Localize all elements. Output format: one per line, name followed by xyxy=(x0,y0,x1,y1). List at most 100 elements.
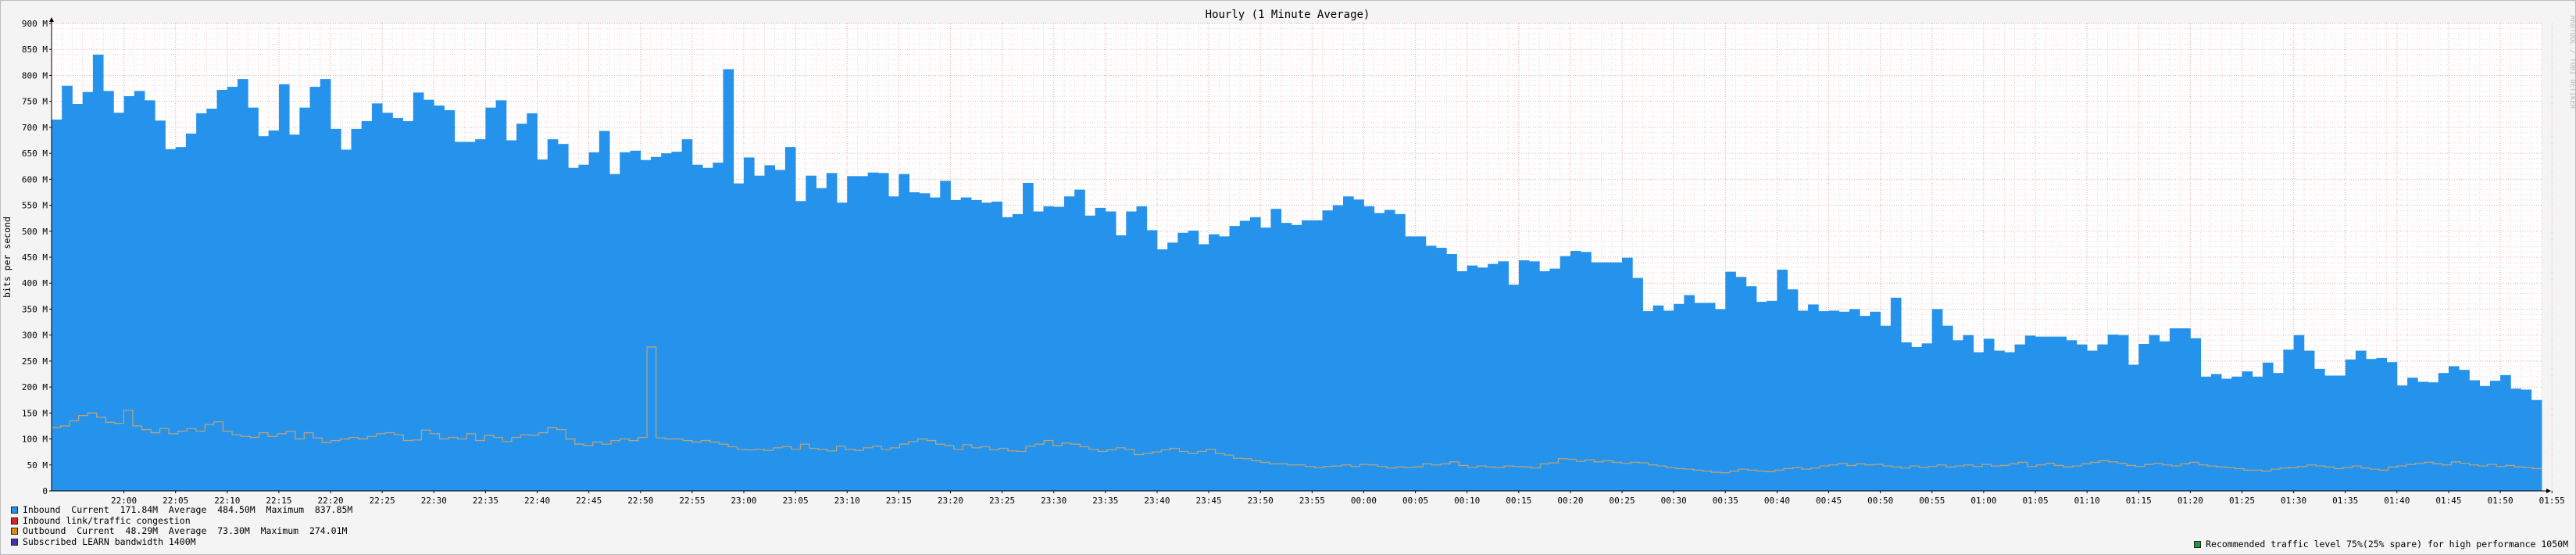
inbound-bar xyxy=(640,159,652,491)
x-axis-arrow xyxy=(2546,489,2551,493)
inbound-bar xyxy=(1581,252,1592,491)
x-tick-label: 01:20 xyxy=(2178,496,2203,506)
x-tick-label: 22:50 xyxy=(627,496,653,506)
inbound-bar xyxy=(2159,341,2170,491)
legend-swatch-outbound xyxy=(11,528,18,535)
x-tick-label: 23:45 xyxy=(1196,496,1222,506)
inbound-bar xyxy=(361,120,373,491)
inbound-bar xyxy=(1332,205,1344,491)
inbound-bar xyxy=(568,167,579,491)
x-tick-label: 22:30 xyxy=(421,496,447,506)
inbound-bar xyxy=(1870,311,1881,491)
inbound-bar xyxy=(2448,366,2460,491)
inbound-bar xyxy=(1363,206,1375,491)
inbound-bar xyxy=(1787,289,1799,491)
y-tick-label: 200 M xyxy=(22,382,48,392)
inbound-bar xyxy=(2273,373,2284,491)
legend-label-congestion: Inbound link/traffic congestion xyxy=(23,514,191,526)
inbound-bar xyxy=(2169,328,2181,491)
x-tick-label: 22:10 xyxy=(214,496,240,506)
inbound-bar xyxy=(289,134,300,492)
inbound-bar xyxy=(754,175,765,491)
inbound-bar xyxy=(764,165,776,492)
x-tick-label: 00:05 xyxy=(1402,496,1428,506)
y-tick-label: 450 M xyxy=(22,252,48,263)
inbound-bar xyxy=(145,100,155,492)
x-tick-label: 22:40 xyxy=(524,496,550,506)
inbound-bar xyxy=(733,183,745,491)
x-tick-label: 22:55 xyxy=(679,496,705,506)
legend-swatch-congestion xyxy=(11,517,18,525)
inbound-bar xyxy=(92,54,104,491)
inbound-bar xyxy=(341,149,352,491)
inbound-bar xyxy=(1188,231,1199,491)
inbound-bar xyxy=(1838,311,1850,491)
inbound-bar xyxy=(299,107,311,491)
inbound-bar xyxy=(1436,248,1447,491)
inbound-bar xyxy=(1663,310,1674,491)
y-tick-label: 300 M xyxy=(22,331,48,341)
y-tick-label: 0 xyxy=(42,486,48,496)
y-tick-label: 550 M xyxy=(22,201,48,211)
inbound-bar xyxy=(1591,262,1602,491)
recommend-label: Recommended traffic level 75%(25% spare)… xyxy=(2206,539,2568,550)
inbound-bar xyxy=(2190,338,2202,491)
inbound-bar xyxy=(1498,261,1509,491)
legend-label-inbound: Inbound Current 171.84M Average 484.50M … xyxy=(23,504,353,515)
x-tick-label: 22:20 xyxy=(317,496,343,506)
inbound-bar xyxy=(475,139,486,491)
inbound-bar xyxy=(185,133,197,491)
y-tick-label: 600 M xyxy=(22,174,48,184)
inbound-bar xyxy=(320,79,331,491)
inbound-bar xyxy=(598,131,610,492)
inbound-bar xyxy=(1198,244,1209,491)
inbound-bar xyxy=(661,153,672,491)
inbound-bar xyxy=(1911,346,1922,491)
inbound-bar xyxy=(371,103,383,491)
inbound-bar xyxy=(2231,376,2242,491)
inbound-bar xyxy=(816,188,827,491)
inbound-bar xyxy=(1828,310,1840,491)
inbound-bar xyxy=(1023,182,1034,492)
inbound-bar xyxy=(1488,263,1499,491)
legend-label-subscribed: Subscribed LEARN bandwidth 1400M xyxy=(23,535,196,547)
inbound-bar xyxy=(1797,310,1809,491)
inbound-bar xyxy=(1735,277,1747,491)
x-tick-label: 00:10 xyxy=(1454,496,1480,506)
inbound-bar xyxy=(1901,342,1912,491)
legend-swatch-subscribed xyxy=(11,538,18,546)
inbound-bar xyxy=(2303,350,2315,491)
inbound-bar xyxy=(1931,309,1943,491)
inbound-bar xyxy=(1767,300,1777,491)
inbound-bar xyxy=(1343,196,1354,491)
inbound-bar xyxy=(516,124,527,491)
inbound-bar xyxy=(2366,359,2377,491)
inbound-bar xyxy=(1095,207,1106,491)
inbound-bar xyxy=(919,193,931,492)
inbound-bar xyxy=(888,196,899,491)
inbound-bar xyxy=(1312,220,1323,491)
inbound-bar xyxy=(1860,316,1870,491)
inbound-bar xyxy=(867,172,879,491)
inbound-bar xyxy=(248,107,259,491)
inbound-bar xyxy=(1973,352,1985,491)
inbound-bar xyxy=(1622,257,1633,491)
inbound-bar xyxy=(1249,217,1261,491)
y-tick-label: 700 M xyxy=(22,123,48,133)
inbound-bar xyxy=(351,128,363,492)
inbound-bar xyxy=(795,201,806,491)
inbound-bar xyxy=(1880,325,1892,491)
x-tick-label: 22:45 xyxy=(576,496,602,506)
x-tick-label: 00:30 xyxy=(1661,496,1687,506)
inbound-bar xyxy=(1674,303,1685,491)
x-tick-label: 23:55 xyxy=(1299,496,1325,506)
legend-item-congestion: Inbound link/traffic congestion xyxy=(11,514,352,527)
inbound-bar xyxy=(123,96,135,492)
inbound-bar xyxy=(402,120,414,491)
inbound-bar xyxy=(1229,226,1241,491)
inbound-bar xyxy=(1177,232,1189,491)
inbound-bar xyxy=(1260,227,1271,491)
inbound-bar xyxy=(62,85,73,491)
inbound-bar xyxy=(1777,269,1788,491)
inbound-bar xyxy=(837,202,848,491)
